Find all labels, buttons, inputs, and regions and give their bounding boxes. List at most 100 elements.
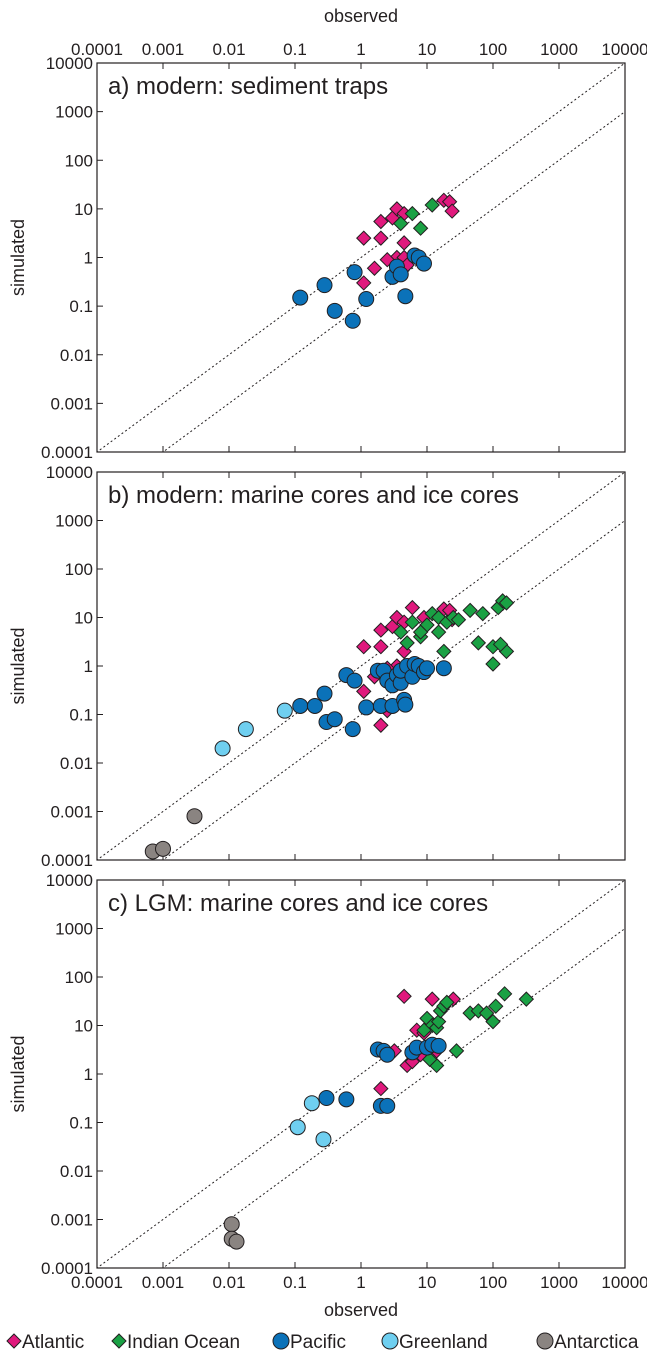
panel-title: b) modern: marine cores and ice cores bbox=[108, 482, 519, 509]
data-point-indian-ocean bbox=[478, 1005, 495, 1021]
data-point-pacific bbox=[419, 660, 435, 677]
y-tick-label: 10 bbox=[74, 1017, 93, 1036]
data-point-atlantic bbox=[404, 599, 421, 616]
y-tick-label: 100 bbox=[65, 560, 93, 579]
data-point-atlantic bbox=[373, 1080, 389, 1097]
data-point-indian-ocean bbox=[470, 635, 487, 651]
top-x-axis-label: observed bbox=[324, 6, 398, 26]
bottom-x-axis-label: observed bbox=[324, 1300, 398, 1320]
reference-line-1to10 bbox=[162, 927, 625, 1268]
legend-label: Atlantic bbox=[22, 1332, 84, 1353]
y-tick-label: 10000 bbox=[46, 54, 93, 73]
panel-title: c) LGM: marine cores and ice cores bbox=[108, 890, 488, 917]
data-point-indian-ocean bbox=[498, 595, 515, 611]
data-point-indian-ocean bbox=[412, 220, 429, 236]
y-tick-label: 1000 bbox=[55, 512, 93, 531]
data-point-pacific bbox=[338, 1091, 355, 1108]
data-point-greenland bbox=[315, 1131, 332, 1148]
bottom-x-tick-label: 0.1 bbox=[283, 1273, 307, 1292]
data-point-pacific bbox=[379, 1097, 396, 1114]
data-point-pacific bbox=[292, 289, 309, 306]
data-point-pacific bbox=[358, 699, 375, 716]
y-tick-label: 100 bbox=[65, 968, 93, 987]
y-tick-label: 0.0001 bbox=[41, 1259, 93, 1278]
bottom-x-tick-label: 1000 bbox=[540, 1273, 578, 1292]
data-point-indian-ocean bbox=[518, 991, 535, 1007]
data-point-indian-ocean bbox=[439, 994, 455, 1011]
y-axis-label: simulated bbox=[8, 627, 28, 704]
legend-label: Pacific bbox=[290, 1332, 346, 1353]
legend-marker bbox=[6, 1333, 22, 1349]
reference-line-1to10 bbox=[162, 111, 625, 452]
series-greenland bbox=[214, 702, 293, 757]
data-point-atlantic bbox=[373, 622, 389, 638]
data-point-antarctica bbox=[155, 840, 171, 857]
data-point-greenland bbox=[276, 702, 293, 719]
data-point-indian-ocean bbox=[462, 602, 478, 619]
top-x-tick-label: 10000 bbox=[601, 40, 647, 59]
data-point-indian-ocean bbox=[412, 624, 429, 640]
legend-label: Indian Ocean bbox=[127, 1332, 240, 1353]
data-point-indian-ocean bbox=[485, 1013, 501, 1030]
data-point-pacific bbox=[430, 1037, 447, 1054]
y-tick-label: 0.0001 bbox=[41, 443, 93, 462]
y-tick-label: 1 bbox=[84, 657, 93, 676]
data-point-indian-ocean bbox=[399, 635, 415, 651]
bottom-x-tick-label: 10000 bbox=[601, 1273, 647, 1292]
data-point-atlantic bbox=[424, 991, 440, 1007]
data-point-pacific bbox=[415, 255, 432, 272]
data-point-antarctica bbox=[223, 1216, 240, 1233]
y-tick-label: 0.001 bbox=[50, 1211, 93, 1230]
data-point-atlantic bbox=[356, 275, 372, 291]
data-point-greenland bbox=[237, 721, 254, 738]
reference-line-1to1 bbox=[97, 63, 625, 452]
series-indian-ocean bbox=[416, 986, 535, 1074]
data-point-atlantic bbox=[396, 235, 412, 251]
data-point-indian-ocean bbox=[485, 656, 501, 672]
series-indian-ocean bbox=[393, 593, 515, 672]
data-point-atlantic bbox=[356, 230, 372, 246]
data-point-atlantic bbox=[366, 260, 383, 276]
data-point-indian-ocean bbox=[422, 1051, 438, 1068]
legend-label: Antarctica bbox=[554, 1332, 639, 1353]
data-point-antarctica bbox=[228, 1233, 245, 1250]
bottom-x-tick-label: 1 bbox=[356, 1273, 365, 1292]
data-point-atlantic bbox=[356, 638, 372, 655]
top-x-tick-label: 0.01 bbox=[212, 40, 245, 59]
bottom-x-tick-label: 0.001 bbox=[142, 1273, 185, 1292]
bottom-x-tick-label: 0.01 bbox=[212, 1273, 245, 1292]
panel-b: 0.0001 0.001 0.01 0.1 1 10 100 1000 10000 simulat… bbox=[8, 463, 626, 870]
y-tick-label: 0.0001 bbox=[41, 851, 93, 870]
legend-marker bbox=[381, 1332, 399, 1350]
legend-label: Greenland bbox=[399, 1332, 488, 1353]
top-x-tick-label: 0.001 bbox=[142, 40, 185, 59]
reference-line-1to1 bbox=[97, 880, 625, 1268]
panels: 0.0001 0.001 0.01 0.1 1 10 100 1000 10000 simulat… bbox=[8, 40, 647, 1292]
y-tick-label: 100 bbox=[65, 151, 93, 170]
data-point-indian-ocean bbox=[488, 998, 504, 1014]
reference-line-1to1 bbox=[97, 472, 625, 860]
data-point-pacific bbox=[326, 302, 343, 319]
data-point-indian-ocean bbox=[496, 986, 513, 1002]
data-point-greenland bbox=[289, 1119, 306, 1136]
series-antarctica bbox=[223, 1216, 245, 1250]
data-point-pacific bbox=[397, 696, 414, 713]
series-greenland bbox=[289, 1095, 332, 1148]
y-tick-label: 0.001 bbox=[50, 803, 93, 822]
y-tick-label: 1000 bbox=[55, 920, 93, 939]
data-point-pacific bbox=[306, 697, 323, 714]
data-point-pacific bbox=[435, 660, 452, 677]
data-point-pacific bbox=[346, 672, 363, 689]
reference-line-1to10 bbox=[162, 519, 625, 860]
top-x-tick-label: 0.0001 bbox=[71, 40, 123, 59]
y-tick-label: 10000 bbox=[46, 463, 93, 482]
data-point-indian-ocean bbox=[430, 624, 447, 640]
data-point-indian-ocean bbox=[450, 612, 467, 628]
panel-c: 0.0001 0.001 0.01 0.1 1 10 100 1000 10000 simulat… bbox=[8, 871, 626, 1278]
series-antarctica bbox=[144, 808, 203, 860]
y-tick-label: 0.1 bbox=[69, 706, 93, 725]
bottom-x-tick-label: 10 bbox=[418, 1273, 437, 1292]
bottom-x-tick-label: 100 bbox=[479, 1273, 507, 1292]
data-point-indian-ocean bbox=[475, 605, 491, 622]
